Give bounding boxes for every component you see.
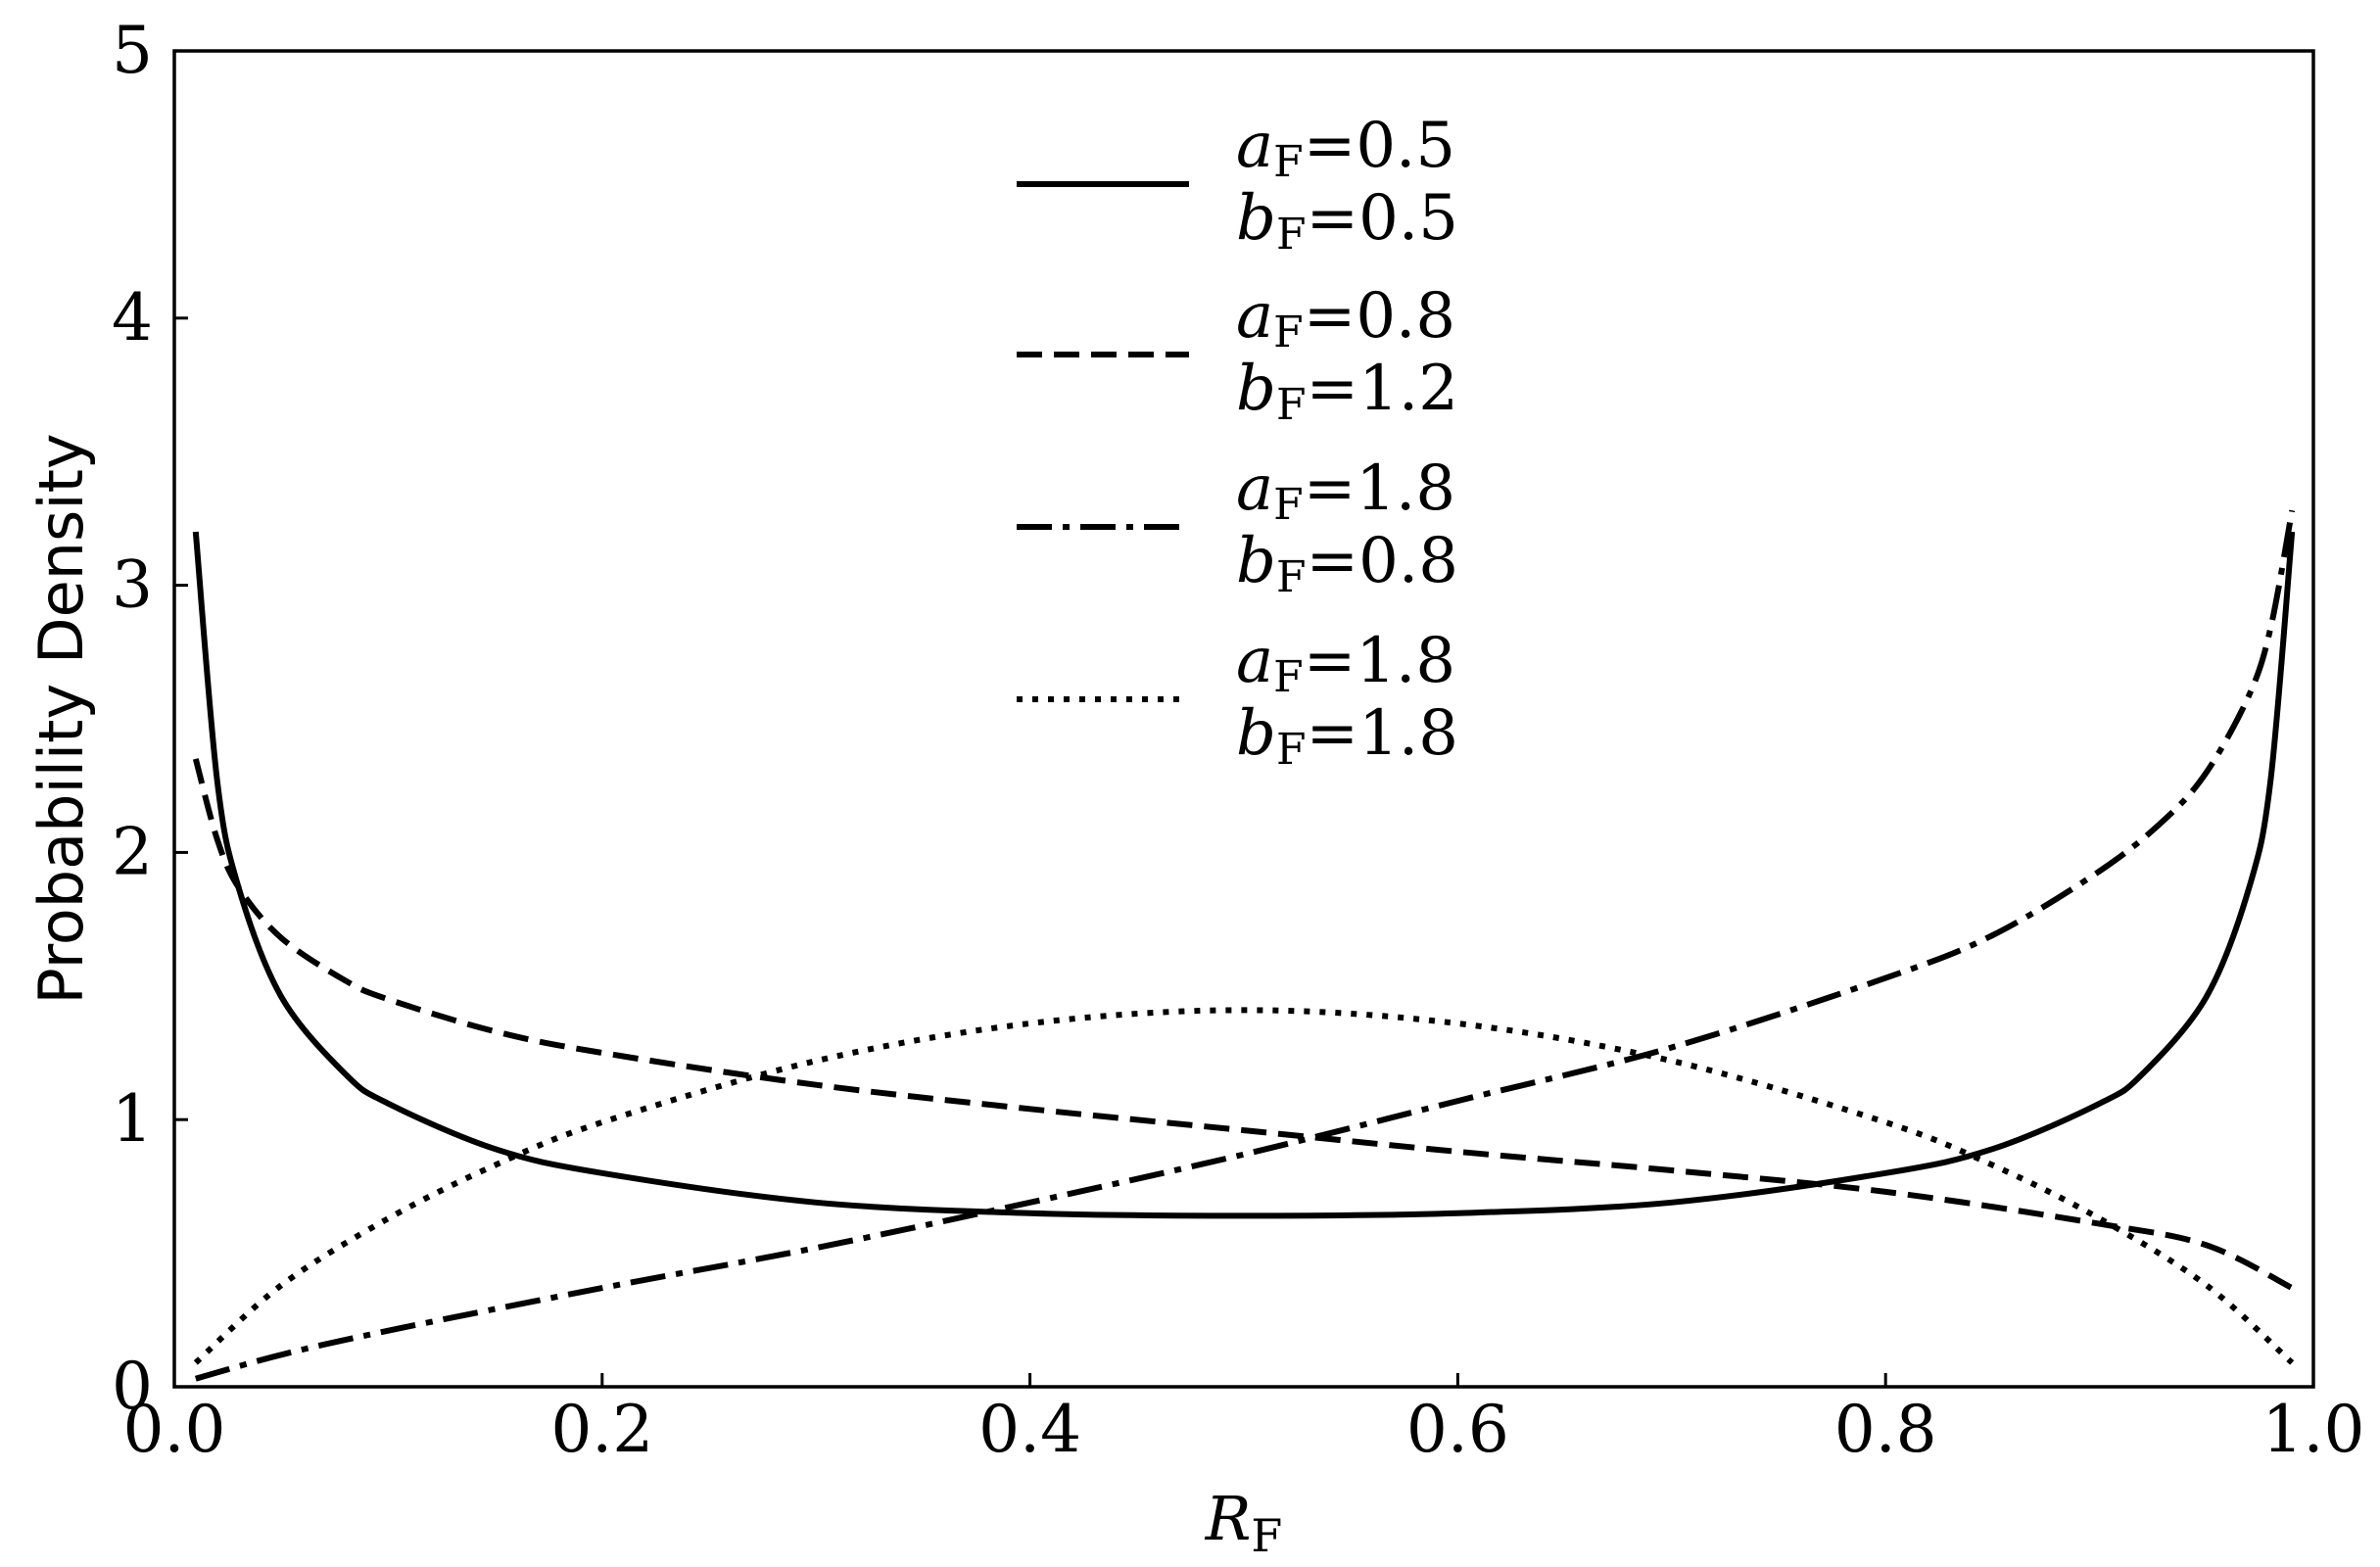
legend-label-a: aF=0.8 [1236, 280, 1455, 357]
legend-item-1: aF=0.5bF=0.5 [1017, 110, 1458, 260]
series-line-3 [194, 509, 2296, 1382]
legend-label-a: aF=1.8 [1236, 625, 1455, 702]
series-line-1 [192, 531, 2296, 1219]
y-tick-label: 4 [112, 280, 153, 356]
series-layer [192, 509, 2296, 1382]
legend-label-b: bF=1.2 [1236, 353, 1458, 430]
legend-label-a: aF=0.5 [1236, 110, 1455, 187]
x-axis-label-main: R [1205, 1483, 1252, 1554]
legend-label-b: bF=0.5 [1236, 182, 1458, 260]
y-tick-label: 5 [112, 13, 153, 88]
y-tick-label: 2 [112, 814, 153, 889]
y-tick-label: 1 [112, 1081, 153, 1157]
x-tick-label: 1.0 [2262, 1392, 2365, 1467]
x-tick-label: 0.2 [550, 1392, 653, 1467]
legend-label-a: aF=1.8 [1236, 452, 1455, 530]
series-line-2 [192, 758, 2294, 1291]
y-axis-label: Probability Density [25, 433, 97, 1004]
legend-label-b: bF=1.8 [1236, 697, 1458, 775]
y-axis-ticks: 0 1 2 3 4 5 [112, 13, 188, 1424]
legend-item-3: aF=1.8bF=0.8 [1017, 452, 1458, 602]
legend-item-4: aF=1.8bF=1.8 [1017, 625, 1458, 775]
x-tick-label: 0.6 [1406, 1392, 1509, 1467]
x-axis-label: RF [1205, 1483, 1283, 1562]
x-tick-label: 0.8 [1834, 1392, 1937, 1467]
y-tick-label: 3 [112, 547, 153, 623]
x-tick-label: 0.0 [123, 1392, 226, 1467]
series-line-4 [193, 1007, 2295, 1365]
y-tick-label: 0 [112, 1349, 153, 1424]
legend: aF=0.5bF=0.5aF=0.8bF=1.2aF=1.8bF=0.8aF=1… [1017, 110, 1458, 775]
legend-item-2: aF=0.8bF=1.2 [1017, 280, 1458, 430]
plot-frame [172, 49, 2315, 1389]
legend-label-b: bF=0.8 [1236, 525, 1458, 602]
x-axis-label-sub: F [1251, 1509, 1282, 1562]
x-axis-ticks: 0.0 0.2 0.4 0.6 0.8 1.0 [123, 1373, 2365, 1467]
x-tick-label: 0.4 [978, 1392, 1081, 1467]
